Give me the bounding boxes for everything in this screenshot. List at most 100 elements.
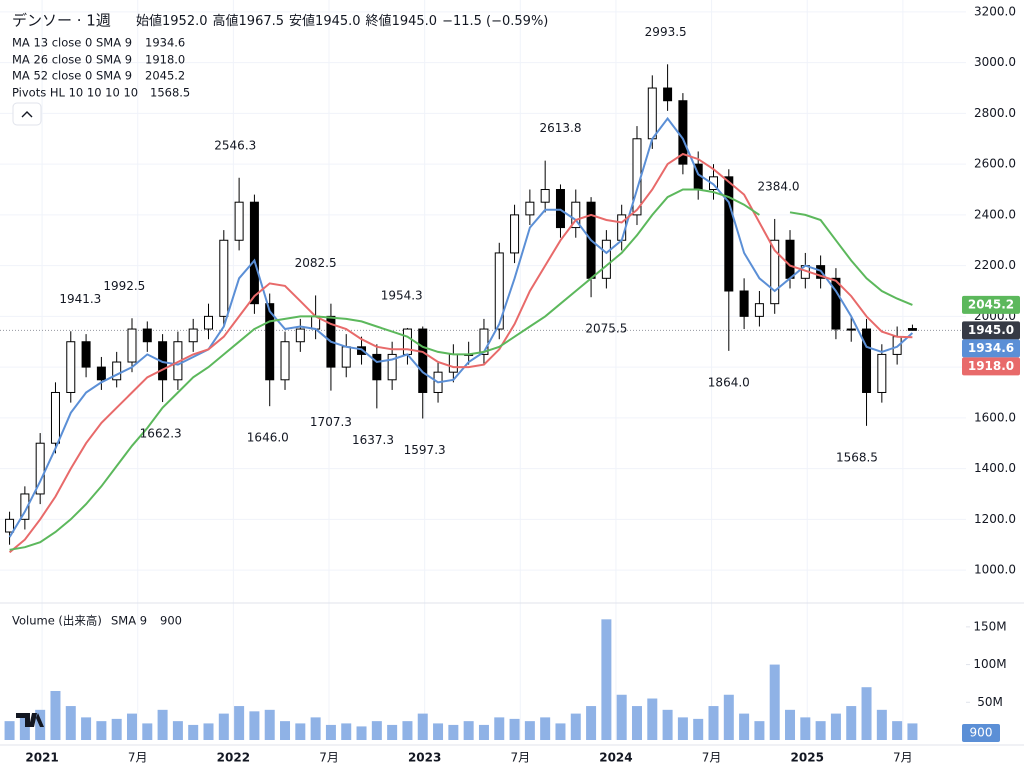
pivot-label: 1992.5 <box>103 279 145 293</box>
volume-bar <box>616 694 627 740</box>
volume-bar <box>295 723 306 740</box>
volume-bar <box>448 724 459 740</box>
volume-bar <box>81 717 92 740</box>
candle-body <box>35 442 45 495</box>
candle-body <box>341 346 351 368</box>
candle-body <box>96 366 106 381</box>
volume-bar <box>846 706 857 740</box>
volume-title[interactable]: Volume (出来高) <box>12 614 102 628</box>
candle-body <box>540 189 550 203</box>
volume-tag <box>962 724 1000 742</box>
volume-bar <box>785 709 796 740</box>
candle-body <box>66 341 76 393</box>
candle-body <box>249 201 259 305</box>
logo[interactable] <box>16 713 44 727</box>
volume-bar <box>800 717 811 740</box>
volume-bar <box>142 723 153 740</box>
indicator-name[interactable]: MA 26 close 0 SMA 9 <box>12 53 132 67</box>
x-tick-label: 2025 <box>791 751 824 765</box>
volume-bar <box>892 721 903 740</box>
volume-bar <box>65 706 76 740</box>
symbol-title: デンソー · 1週 <box>12 12 111 30</box>
quote-change: −11.5 (−0.59%) <box>442 14 548 29</box>
volume-bar <box>677 717 688 740</box>
y-tick-label: 2800.0 <box>974 106 1016 120</box>
indicator-name[interactable]: MA 52 close 0 SMA 9 <box>12 69 132 83</box>
x-tick-label: 7月 <box>319 751 339 765</box>
pivot-label: 1864.0 <box>708 375 750 389</box>
candle-body <box>234 201 244 241</box>
ma-line <box>8 116 914 538</box>
quote-value: 1945.0 <box>315 14 361 29</box>
candle-body <box>510 214 520 254</box>
x-tick-label: 2023 <box>408 751 441 765</box>
y-tick-label: 3200.0 <box>974 4 1016 18</box>
quote-label: 高値 <box>213 13 239 29</box>
volume-bar <box>50 690 61 740</box>
candle-body <box>754 303 764 317</box>
volume-bar <box>494 717 505 740</box>
indicator-value: 2045.2 <box>145 69 185 83</box>
pivot-label: 1662.3 <box>140 427 182 441</box>
collapse-button[interactable] <box>12 102 42 126</box>
indicator-name[interactable]: MA 13 close 0 SMA 9 <box>12 36 132 50</box>
volume-bar <box>586 706 597 740</box>
quote-label: 安値 <box>289 13 315 29</box>
candle-body <box>770 239 780 305</box>
volume-bar <box>203 723 214 740</box>
y-tick-label: 1000.0 <box>974 563 1016 577</box>
volume-bar <box>325 724 336 740</box>
pivot-label: 2075.5 <box>585 322 627 336</box>
candle-body <box>204 315 214 330</box>
ma-line <box>9 188 913 551</box>
volume-bar <box>647 698 658 740</box>
candle-body <box>862 328 872 393</box>
axis-layer: 1000.01200.01400.01600.01800.02000.02200… <box>25 4 1020 765</box>
candle-body <box>571 201 581 229</box>
y-tick-label: 3000.0 <box>974 55 1016 69</box>
price-tag-label: 2045.2 <box>968 297 1014 311</box>
ma-line <box>8 152 913 554</box>
candle-body <box>709 176 719 191</box>
volume-tick-label: 50M <box>977 695 1003 709</box>
volume-bar <box>601 619 612 740</box>
price-tag <box>962 295 1020 314</box>
volume-sma: SMA 9 <box>111 614 147 628</box>
candle-body <box>724 176 734 292</box>
volume-bar <box>723 694 734 740</box>
candle-body <box>877 353 887 393</box>
volume-bar <box>876 709 887 740</box>
indicator-value: 1934.6 <box>145 36 185 50</box>
candle-body <box>418 328 428 393</box>
volume-bar <box>341 723 352 740</box>
price-tag-label: 1934.6 <box>968 341 1014 355</box>
volume-bar <box>310 717 321 740</box>
pivot-label: 2993.5 <box>645 25 687 39</box>
volume-bar <box>861 687 872 740</box>
quote-line: 始値1952.0 高値1967.5 安値1945.0 終値1945.0 −11.5 (−… <box>136 13 548 29</box>
volume-bar <box>19 717 30 740</box>
volume-bar <box>739 713 750 740</box>
x-tick-label: 2024 <box>599 751 632 765</box>
collapse-icon <box>21 111 33 118</box>
volume-bar <box>126 713 137 740</box>
quote-label: 終値 <box>366 13 392 29</box>
volume-bar <box>371 721 382 740</box>
logo-mark <box>16 713 44 727</box>
volume-bar <box>693 718 704 740</box>
y-tick-label: 1600.0 <box>974 410 1016 424</box>
volume-bar <box>433 723 444 740</box>
candle-body <box>647 87 657 140</box>
price-tag-label: 1945.0 <box>968 323 1014 337</box>
candle-body <box>479 328 489 355</box>
indicator-name[interactable]: Pivots HL 10 10 10 10 <box>12 86 138 100</box>
candle-body <box>831 277 841 330</box>
x-tick-label: 7月 <box>128 751 148 765</box>
volume-sma-value: 900 <box>160 614 182 628</box>
volume-bar <box>540 717 551 740</box>
candle-body <box>20 493 30 520</box>
volume-tick-label: 150M <box>973 619 1006 633</box>
